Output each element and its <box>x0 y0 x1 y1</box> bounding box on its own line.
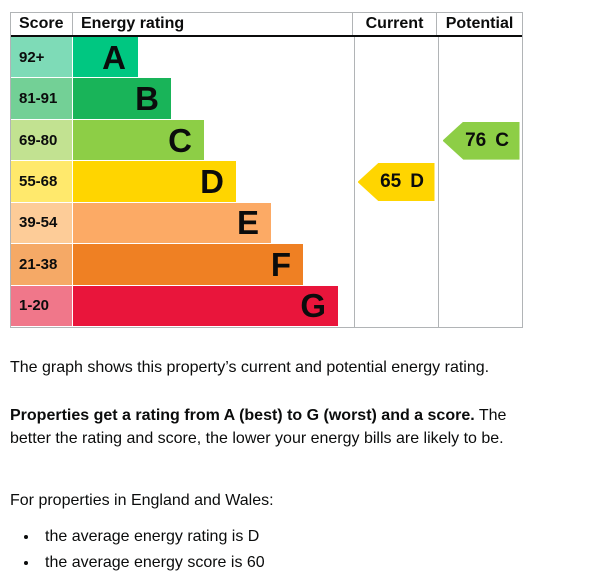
band-bar-a: A <box>73 37 138 79</box>
score-range-d: 55-68 <box>11 161 73 203</box>
band-bar-d: D <box>73 161 236 203</box>
band-bar-f: F <box>73 244 303 286</box>
score-range-a: 92+ <box>11 37 73 79</box>
band-row-e: 39-54 E <box>11 202 522 245</box>
averages-list: the average energy rating is D the avera… <box>10 525 530 574</box>
band-bar-b: B <box>73 78 171 120</box>
score-range-e: 39-54 <box>11 202 73 245</box>
rating-explainer-lead: Properties get a rating from A (best) to… <box>10 407 475 424</box>
average-rating-item: the average energy rating is D <box>39 525 530 548</box>
energy-rating-chart: Score Energy rating Current Potential 92… <box>10 12 523 328</box>
band-bar-g: G <box>73 285 338 327</box>
header-energy-rating: Energy rating <box>81 15 185 32</box>
band-row-c: 69-80 C <box>11 119 522 162</box>
rating-explainer-rest: The better the rating and score, the low… <box>10 407 507 447</box>
chart-body: 92+ A 81-91 B 69-80 C 55-68 D 39-54 E 21-38 F 1-20 G … <box>11 37 522 327</box>
score-range-b: 81-91 <box>11 78 73 120</box>
graph-caption: The graph shows this property’s current … <box>10 359 490 376</box>
band-row-f: 21-38 F <box>11 244 522 286</box>
current-band: D <box>410 171 424 192</box>
england-wales-intro: For properties in England and Wales: <box>10 492 274 509</box>
potential-band: C <box>495 129 509 151</box>
header-potential: Potential <box>436 13 522 35</box>
explanatory-text: The graph shows this property’s current … <box>10 356 530 574</box>
current-column-divider <box>354 37 355 327</box>
band-bar-c: C <box>73 119 204 162</box>
band-row-g: 1-20 G <box>11 285 522 327</box>
band-row-a: 92+ A <box>11 37 522 79</box>
band-bar-e: E <box>73 202 271 245</box>
potential-score: 76 <box>465 129 487 151</box>
current-score: 65 <box>380 171 402 192</box>
band-row-d: 55-68 D <box>11 161 522 203</box>
header-score: Score <box>11 13 73 35</box>
score-range-c: 69-80 <box>11 119 73 162</box>
potential-column-divider <box>438 37 439 327</box>
average-score-item: the average energy score is 60 <box>39 551 530 574</box>
header-current: Current <box>352 13 436 35</box>
score-range-g: 1-20 <box>11 285 73 327</box>
score-range-f: 21-38 <box>11 244 73 286</box>
chart-header-row: Score Energy rating Current Potential <box>11 13 522 37</box>
band-row-b: 81-91 B <box>11 78 522 120</box>
rating-explainer: Properties get a rating from A (best) to… <box>10 404 530 450</box>
